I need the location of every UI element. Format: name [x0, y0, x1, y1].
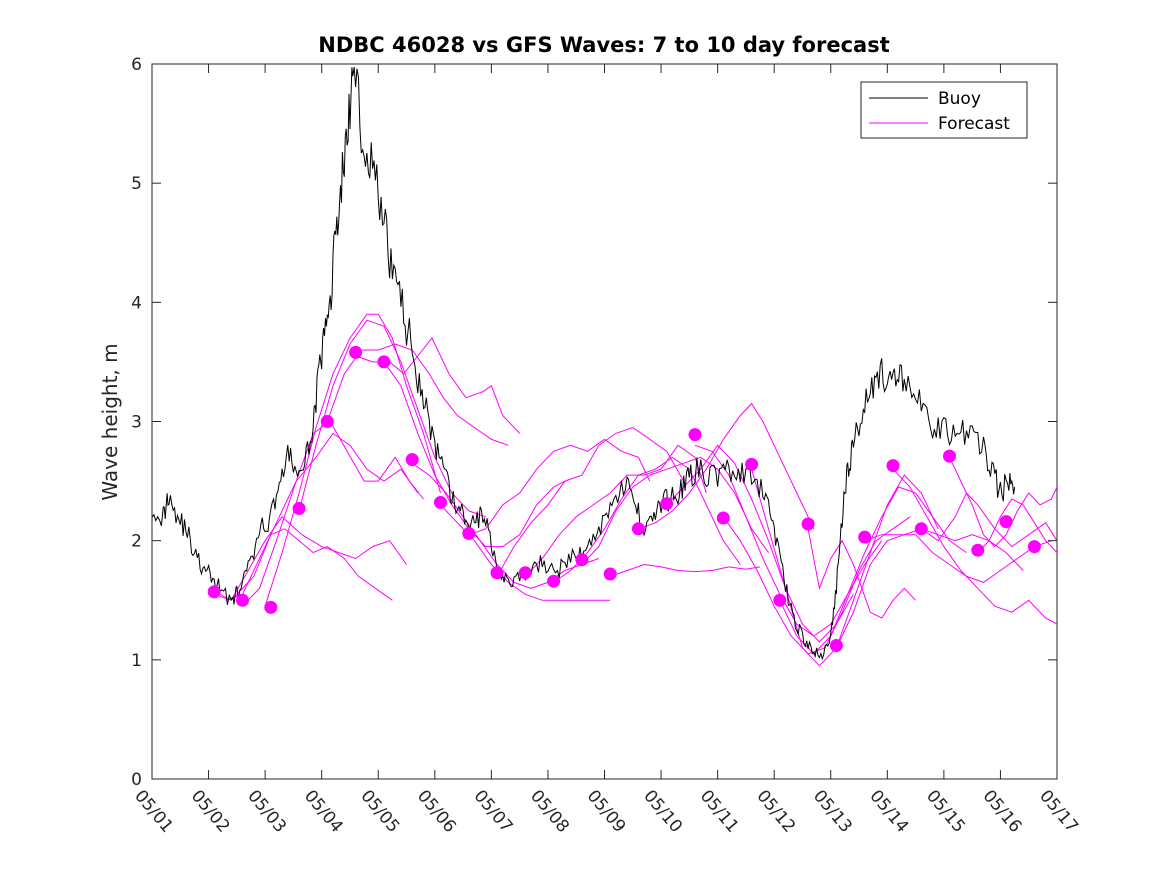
forecast-run-line — [524, 444, 707, 577]
forecast-run-line — [298, 319, 486, 518]
forecast-run-line — [835, 528, 1024, 649]
forecast-run-line — [581, 456, 769, 565]
forecast-marker — [716, 511, 730, 525]
forecast-run-line — [214, 516, 407, 601]
legend-label-forecast: Forecast — [938, 114, 1010, 134]
forecast-marker — [745, 457, 759, 471]
forecast-run-line — [751, 469, 939, 667]
forecast-marker — [207, 585, 221, 599]
forecast-marker — [858, 530, 872, 544]
forecast-marker — [943, 449, 956, 463]
forecast-marker — [773, 593, 787, 607]
forecast-run-line — [242, 420, 424, 607]
forecast-marker — [349, 345, 363, 359]
forecast-marker — [829, 639, 843, 652]
forecast-marker — [886, 459, 900, 473]
forecast-run-line — [694, 444, 883, 637]
forecast-marker — [999, 515, 1013, 529]
forecast-run-line — [610, 563, 761, 577]
forecast-marker — [236, 593, 249, 607]
buoy-series-line — [151, 66, 1016, 661]
forecast-marker — [688, 428, 702, 442]
forecast-marker — [971, 543, 985, 557]
legend-box — [860, 81, 1028, 139]
forecast-run-line — [779, 486, 967, 655]
legend-label-buoy: Buoy — [938, 89, 981, 109]
forecast-marker — [462, 527, 476, 540]
forecast-markers — [207, 345, 1041, 652]
forecast-marker — [603, 567, 617, 581]
y-tick-label: 2 — [131, 532, 142, 552]
forecast-run-line — [949, 457, 1058, 548]
forecast-run-line — [383, 361, 566, 548]
forecast-marker — [264, 600, 278, 614]
buoy-line — [151, 66, 1016, 661]
forecast-marker — [518, 566, 532, 580]
y-axis: 0 1 2 3 4 5 6 — [131, 55, 1057, 790]
forecast-run-line — [468, 438, 651, 536]
forecast-run-line — [977, 498, 1058, 553]
forecast-marker — [547, 574, 561, 588]
forecast-marker — [914, 522, 928, 536]
chart-title: NDBC 46028 vs GFS Waves: 7 to 10 day for… — [318, 33, 889, 57]
forecast-marker — [490, 566, 504, 580]
forecast-marker — [434, 496, 447, 509]
forecast-marker — [320, 415, 334, 428]
forecast-marker — [377, 355, 391, 369]
forecast-run-line — [225, 432, 419, 601]
y-tick-label: 0 — [131, 770, 142, 790]
plot-area — [151, 63, 1058, 780]
y-axis-label: Wave height, m — [98, 343, 122, 500]
forecast-marker — [1027, 540, 1041, 554]
y-tick-label: 5 — [131, 174, 142, 194]
forecast-marker — [405, 453, 419, 467]
forecast-run-line — [921, 492, 1058, 548]
y-tick-label: 1 — [131, 651, 142, 671]
forecast-run-line — [864, 534, 1052, 583]
legend: Buoy Forecast — [860, 81, 1028, 139]
forecast-run-line — [638, 402, 815, 530]
forecast-marker — [801, 517, 815, 531]
forecast-run-line — [892, 468, 1058, 625]
forecast-run-line — [208, 528, 393, 601]
forecast-marker — [631, 522, 645, 536]
y-tick-label: 3 — [131, 413, 142, 433]
forecast-marker — [575, 553, 589, 567]
forecast-marker — [660, 497, 674, 511]
y-tick-label: 4 — [131, 293, 142, 313]
forecast-run-line — [496, 426, 685, 577]
forecast-marker — [292, 502, 306, 515]
y-tick-label: 6 — [131, 55, 142, 75]
